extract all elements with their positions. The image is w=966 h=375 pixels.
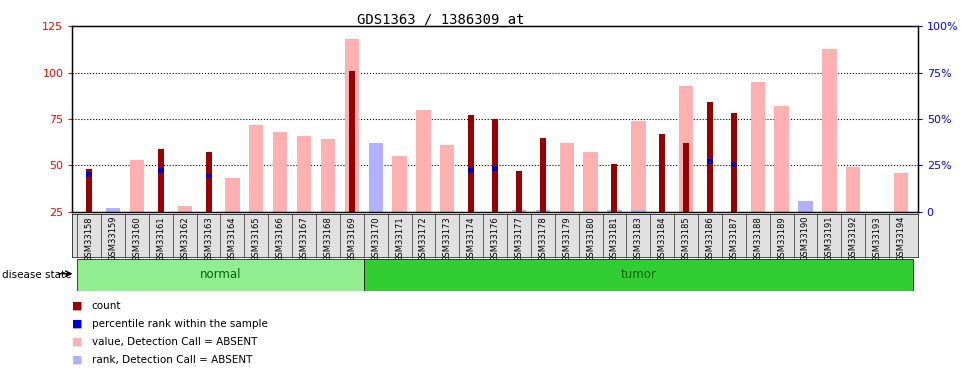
Text: GSM33192: GSM33192: [849, 216, 858, 261]
Text: GSM33187: GSM33187: [729, 216, 738, 262]
Bar: [492, 166, 498, 171]
Text: GSM33173: GSM33173: [442, 216, 452, 262]
Text: ■: ■: [72, 355, 83, 364]
Text: GDS1363 / 1386309_at: GDS1363 / 1386309_at: [357, 13, 525, 27]
Text: GSM33170: GSM33170: [371, 216, 381, 261]
Text: GSM33165: GSM33165: [252, 216, 261, 261]
Bar: [512, 210, 526, 212]
Text: disease state: disease state: [2, 270, 71, 279]
Text: GSM33191: GSM33191: [825, 216, 834, 261]
Bar: [106, 208, 120, 212]
Bar: [345, 39, 359, 212]
Text: GSM33179: GSM33179: [562, 216, 571, 261]
Bar: [731, 163, 737, 167]
Bar: [297, 136, 311, 212]
Bar: [536, 210, 550, 212]
Text: GSM33178: GSM33178: [538, 216, 548, 262]
Bar: [751, 82, 765, 212]
Text: tumor: tumor: [620, 268, 656, 281]
Bar: [492, 119, 498, 212]
Text: GSM33185: GSM33185: [682, 216, 691, 261]
Bar: [225, 178, 240, 212]
Text: GSM33167: GSM33167: [299, 216, 308, 262]
Bar: [751, 212, 765, 214]
Bar: [249, 124, 264, 212]
Text: GSM33190: GSM33190: [801, 216, 810, 261]
Bar: [516, 171, 522, 212]
Bar: [469, 168, 474, 173]
Bar: [731, 114, 737, 212]
Text: GSM33188: GSM33188: [753, 216, 762, 262]
Bar: [683, 143, 689, 212]
Bar: [707, 102, 713, 212]
Bar: [86, 172, 92, 177]
Text: GSM33160: GSM33160: [132, 216, 141, 261]
Bar: [416, 110, 431, 212]
Text: value, Detection Call = ABSENT: value, Detection Call = ABSENT: [92, 337, 257, 346]
Bar: [540, 138, 546, 212]
Bar: [77, 259, 364, 291]
Bar: [368, 143, 383, 212]
Bar: [798, 201, 812, 212]
Text: GSM33180: GSM33180: [586, 216, 595, 261]
Text: GSM33189: GSM33189: [777, 216, 786, 261]
Bar: [846, 167, 861, 212]
Text: GSM33194: GSM33194: [896, 216, 905, 261]
Bar: [559, 143, 574, 212]
Bar: [822, 48, 837, 212]
Text: GSM33181: GSM33181: [610, 216, 619, 261]
Text: normal: normal: [200, 268, 242, 281]
Bar: [364, 259, 913, 291]
Text: GSM33163: GSM33163: [204, 216, 213, 262]
Text: GSM33176: GSM33176: [491, 216, 499, 262]
Bar: [775, 106, 789, 212]
Text: percentile rank within the sample: percentile rank within the sample: [92, 319, 268, 328]
Text: count: count: [92, 301, 122, 310]
Text: GSM33193: GSM33193: [872, 216, 882, 261]
Bar: [157, 168, 164, 173]
Text: GSM33162: GSM33162: [181, 216, 189, 261]
Text: GSM33174: GSM33174: [467, 216, 475, 261]
Text: ■: ■: [72, 337, 83, 346]
Bar: [178, 206, 192, 212]
Text: GSM33169: GSM33169: [348, 216, 356, 261]
Text: GSM33171: GSM33171: [395, 216, 404, 261]
Bar: [206, 153, 212, 212]
Bar: [894, 173, 908, 212]
Bar: [321, 140, 335, 212]
Text: GSM33158: GSM33158: [85, 216, 94, 261]
Bar: [608, 210, 622, 212]
Text: GSM33161: GSM33161: [156, 216, 165, 261]
Bar: [86, 169, 92, 212]
Bar: [469, 116, 474, 212]
Text: GSM33184: GSM33184: [658, 216, 667, 261]
Bar: [583, 153, 598, 212]
Text: GSM33164: GSM33164: [228, 216, 237, 261]
Bar: [631, 210, 645, 212]
Text: ■: ■: [72, 319, 83, 328]
Bar: [611, 164, 617, 212]
Text: GSM33177: GSM33177: [515, 216, 524, 262]
Bar: [392, 156, 407, 212]
Text: GSM33172: GSM33172: [419, 216, 428, 261]
Text: GSM33168: GSM33168: [324, 216, 332, 262]
Bar: [659, 134, 666, 212]
Text: GSM33166: GSM33166: [275, 216, 285, 262]
Text: GSM33186: GSM33186: [705, 216, 715, 262]
Bar: [349, 71, 355, 212]
Bar: [440, 145, 454, 212]
Bar: [206, 174, 212, 178]
Text: GSM33159: GSM33159: [108, 216, 118, 261]
Bar: [679, 86, 694, 212]
Bar: [631, 121, 645, 212]
Bar: [157, 149, 164, 212]
Text: ■: ■: [72, 301, 83, 310]
Text: rank, Detection Call = ABSENT: rank, Detection Call = ABSENT: [92, 355, 252, 364]
Bar: [273, 132, 287, 212]
Bar: [707, 159, 713, 164]
Bar: [129, 160, 144, 212]
Text: GSM33183: GSM33183: [634, 216, 642, 262]
